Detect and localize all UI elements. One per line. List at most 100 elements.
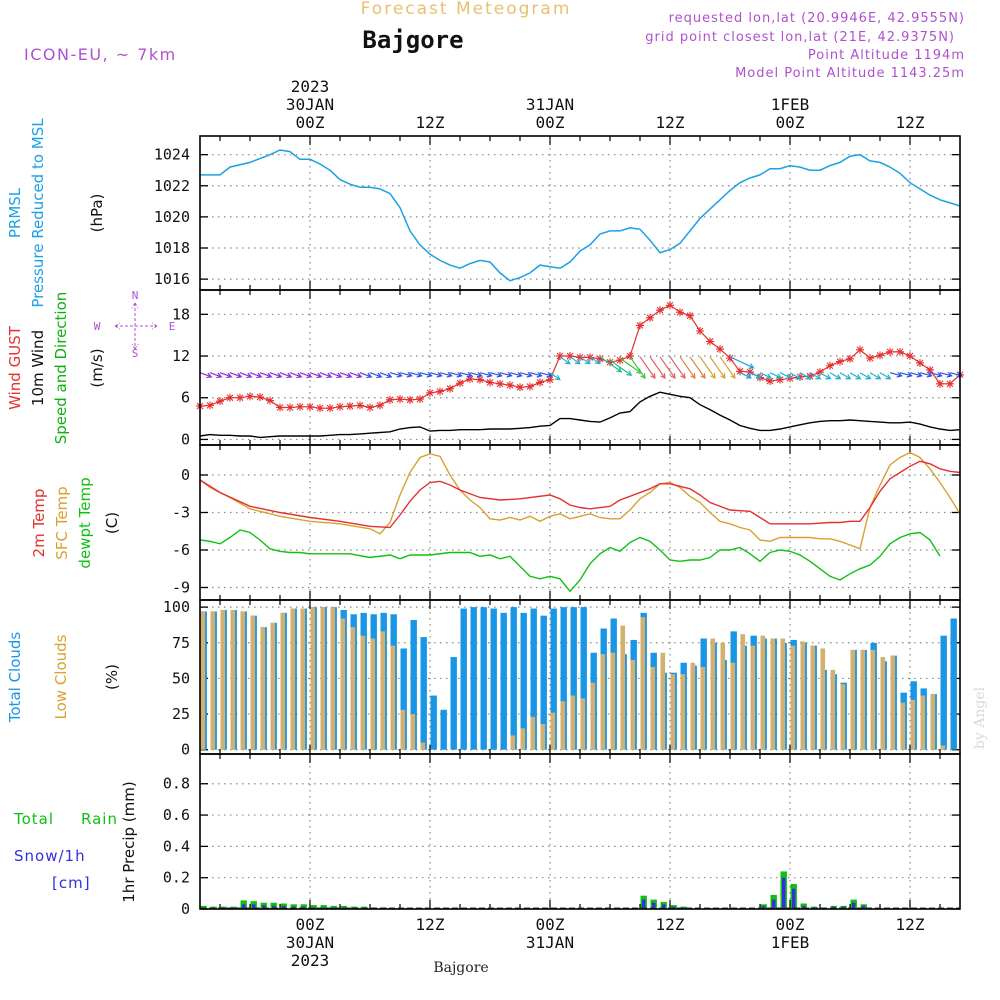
total-cloud-bar (470, 607, 477, 750)
snow-bar (642, 899, 646, 909)
wind-direction-arrow (749, 372, 763, 379)
gust-marker (406, 395, 414, 404)
wind-speed-dir-label: Speed and Direction (52, 292, 70, 445)
wind-panel: 0 6 12 18 Wind GUST 10m Wind Speed and Directi… (6, 289, 964, 448)
wind-direction-arrow (259, 372, 273, 379)
gust-marker (566, 352, 574, 361)
wind-direction-arrow (439, 371, 453, 378)
wind-direction-arrow (829, 372, 842, 380)
low-cloud-bar (810, 645, 816, 750)
wind-direction-arrow (429, 371, 443, 378)
gust-marker (696, 327, 704, 336)
precip-panel: 0 0.2 0.4 0.6 0.8 Total Rain Snow/1h [cm] 1hr Pre… (13, 753, 961, 918)
gust-label: Wind GUST (6, 325, 24, 410)
low-cloud-bar (870, 649, 876, 750)
gust-marker (866, 354, 874, 363)
low-cloud-bar (780, 638, 786, 750)
wind-direction-arrow (409, 371, 423, 378)
top-time-label: 30JAN (286, 95, 334, 114)
gust-marker (946, 379, 954, 388)
top-time-label: 00Z (536, 113, 565, 132)
wind-direction-arrow (279, 372, 293, 379)
low-cloud-bar (820, 648, 826, 750)
wind-direction-arrow (459, 371, 473, 378)
compass-arrows (114, 302, 158, 350)
snow-unit-label: [cm] (52, 874, 91, 892)
total-cloud-bar (540, 615, 547, 750)
low-cloud-bar (850, 649, 856, 750)
grid-point-coords: grid point closest lon,lat (21E, 42.9375… (645, 30, 955, 45)
low-cloud-bar (750, 645, 756, 750)
wind-direction-arrow (479, 371, 493, 378)
snow-bar (782, 877, 786, 909)
gust-marker (416, 395, 424, 404)
low-cloud-bar (260, 627, 266, 750)
bottom-time-label: 00Z (776, 915, 805, 934)
low-cloud-bar (400, 709, 406, 750)
low-cloud-bar (670, 674, 676, 750)
wind-direction-arrow (779, 372, 793, 379)
pressure-panel: 1016 1018 1020 1022 1024 PRMSL Pressure Reduce… (6, 118, 961, 308)
gust-marker (356, 401, 364, 410)
low-cloud-bar (910, 699, 916, 750)
precip-total-label: Total (13, 810, 54, 828)
wind-direction-arrow (849, 372, 862, 380)
low-cloud-bar (920, 695, 926, 750)
low-cloud-bar (570, 695, 576, 750)
low-cloud-bar (380, 631, 386, 750)
total-cloud-bar (430, 695, 437, 750)
wind-direction-arrow (769, 372, 783, 379)
low-cloud-bar (330, 607, 336, 750)
low-cloud-bar (660, 652, 666, 750)
low-cloud-bar (860, 649, 866, 750)
requested-coords: requested lon,lat (20.9946E, 42.9555N) (669, 11, 965, 26)
gust-marker (796, 372, 804, 381)
sfc-temp-line (199, 451, 961, 550)
gust-marker (456, 379, 464, 388)
wind-direction-arrow (299, 372, 313, 379)
top-time-label: 00Z (776, 113, 805, 132)
low-cloud-bar (610, 652, 616, 750)
top-time-label: 00Z (296, 113, 325, 132)
gust-marker (686, 311, 694, 320)
y-tick-label: 0 (181, 466, 190, 484)
y-tick-label: 1024 (154, 146, 190, 164)
y-tick-label: 6 (181, 389, 190, 407)
gust-marker (616, 356, 624, 365)
top-time-label: 31JAN (526, 95, 574, 114)
footer-location: Bajgore (433, 960, 488, 976)
gust-marker (906, 352, 914, 361)
low-cloud-bar (550, 712, 556, 750)
wind-direction-arrow (559, 356, 571, 365)
panel-frame (199, 753, 961, 910)
wind-direction-arrow (889, 371, 903, 378)
wind-direction-arrow (579, 356, 591, 365)
wind-direction-arrow (319, 372, 333, 379)
gust-marker (346, 402, 354, 411)
clouds-unit-label: (%) (103, 664, 121, 690)
wind-direction-arrow (419, 371, 433, 378)
low-cloud-bar (800, 641, 806, 750)
precip-bar (320, 905, 327, 909)
wind-direction-arrow (939, 371, 953, 378)
low-cloud-bar (300, 608, 306, 750)
bottom-time-label: 1FEB (771, 933, 810, 952)
gust-marker (256, 393, 264, 402)
gust-marker (326, 404, 334, 413)
low-cloud-bar (600, 654, 606, 750)
y-tick-label: 1018 (154, 239, 190, 257)
low-cloud-bar (770, 638, 776, 750)
wind-direction-arrow (359, 372, 373, 379)
wind-direction-arrow (719, 356, 736, 380)
wind-direction-arrow (679, 356, 696, 380)
dewpoint-line (199, 529, 941, 593)
wind-direction-arrow (509, 371, 523, 378)
low-cloud-bar (540, 724, 546, 750)
total-cloud-bar (940, 635, 947, 750)
snow-bar (802, 905, 806, 909)
low-cloud-bar (880, 657, 886, 750)
wind-direction-arrow (239, 372, 253, 379)
gust-marker (486, 378, 494, 387)
